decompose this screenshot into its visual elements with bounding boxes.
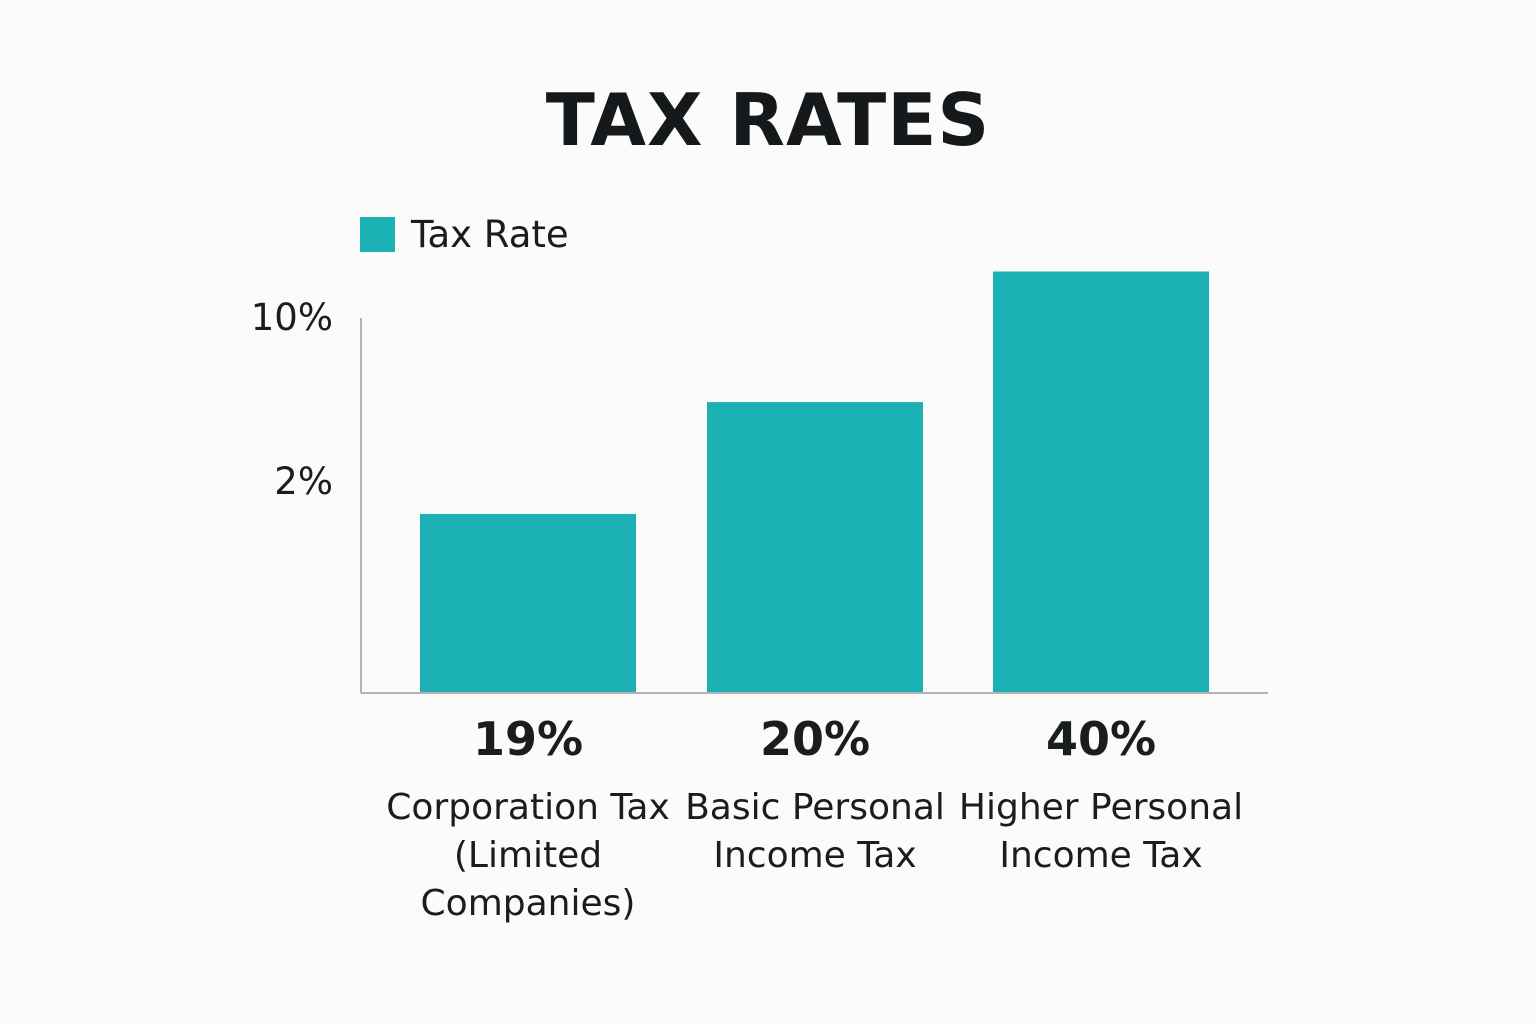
- bar-1: [420, 513, 636, 693]
- legend-label: Tax Rate: [411, 212, 569, 256]
- category-label-line: Basic Personal: [685, 787, 945, 828]
- category-label-line: (Limited: [453, 835, 603, 876]
- category-label-line: Income Tax: [713, 835, 917, 876]
- category-label: Corporation Tax (Limited Companies): [378, 784, 678, 928]
- legend: Tax Rate: [360, 212, 569, 256]
- category-label-line: Higher Personal: [958, 787, 1244, 828]
- data-label: 40%: [1045, 712, 1157, 766]
- category-label-line: Income Tax: [999, 835, 1203, 876]
- category-label: Higher Personal Income Tax: [951, 784, 1251, 880]
- chart-title: TAX RATES: [545, 78, 991, 162]
- y-tick-label: 2%: [274, 460, 333, 504]
- category-label-line: Corporation Tax: [386, 787, 670, 828]
- legend-swatch: [360, 216, 395, 252]
- category-label: Basic Personal Income Tax: [665, 784, 965, 880]
- bar-3: [993, 271, 1209, 693]
- data-label: 20%: [759, 712, 871, 766]
- category-label-line: Companies): [420, 883, 636, 924]
- y-tick-label: 10%: [250, 296, 333, 339]
- bar-2: [707, 402, 923, 693]
- data-label: 19%: [472, 712, 584, 766]
